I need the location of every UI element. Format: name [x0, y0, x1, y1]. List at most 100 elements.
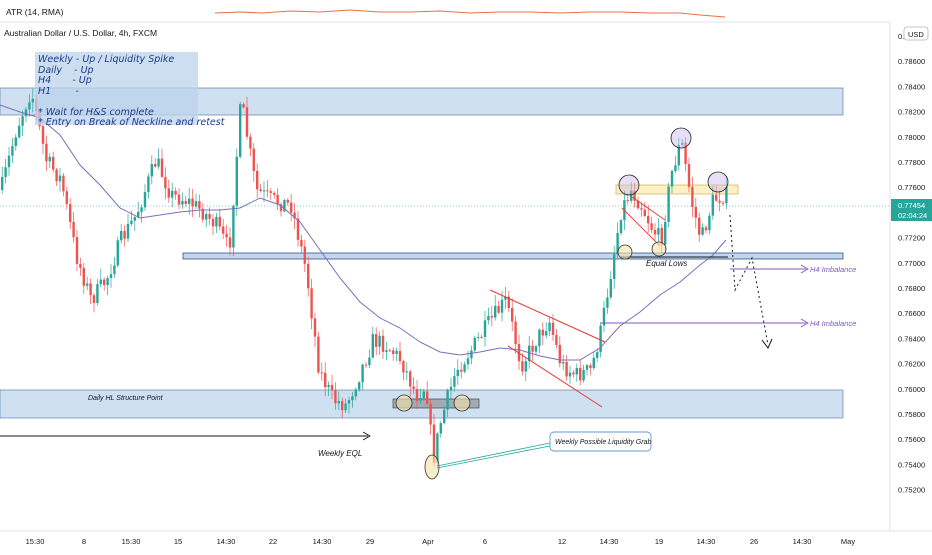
candle-body — [89, 283, 92, 296]
candle-body — [86, 283, 89, 286]
currency-button[interactable] — [903, 26, 929, 41]
candle-body — [715, 194, 718, 201]
candle-body — [429, 403, 432, 425]
candle-body — [211, 218, 215, 227]
equal-low-marker-1[interactable] — [617, 244, 633, 260]
time-tick-label: 8 — [82, 537, 86, 546]
candle-body — [320, 372, 323, 374]
candle-body — [99, 279, 102, 285]
price-tick-label: 0.77200 — [898, 234, 925, 243]
symbol-title[interactable]: Australian Dollar / U.S. Dollar, 4h, FXC… — [4, 28, 157, 38]
candle-body — [92, 295, 96, 304]
trade-plan-line: H4 - Up — [38, 75, 92, 86]
candle-body — [273, 192, 276, 195]
candle-body — [470, 350, 473, 359]
last-price-badge — [891, 199, 932, 221]
candle-body — [415, 388, 419, 401]
left-shoulder-marker[interactable] — [618, 174, 640, 196]
h4-imbalance-arrow-2 — [800, 318, 809, 328]
candle-body — [11, 145, 14, 156]
neckline-zone[interactable] — [182, 252, 844, 260]
eql-marker-1[interactable] — [395, 394, 413, 412]
candle-body — [402, 361, 405, 373]
candle-body — [711, 194, 714, 216]
candle-body — [69, 204, 72, 222]
candle-body — [589, 365, 592, 369]
time-tick-label: 14:30 — [697, 537, 716, 546]
eql-marker-2[interactable] — [453, 394, 471, 412]
candle-body — [75, 237, 79, 264]
candle-body — [579, 367, 582, 381]
trade-plan-line: Weekly - Up / Liquidity Spike — [38, 54, 175, 65]
candle-body — [239, 104, 242, 157]
candle-body — [687, 164, 691, 187]
candle-body — [361, 364, 364, 383]
candle-body — [371, 334, 374, 358]
liquidity-callout-box[interactable] — [549, 431, 652, 452]
trade-plan-note[interactable] — [35, 52, 198, 125]
candle-body — [225, 233, 228, 238]
time-tick-label: 14:30 — [600, 537, 619, 546]
candle-body — [296, 218, 300, 240]
candle-body — [650, 223, 653, 230]
candle-body — [303, 246, 306, 264]
candle-body — [205, 214, 208, 220]
candle-body — [504, 296, 507, 300]
eql-zone[interactable] — [392, 398, 480, 409]
candle-body — [657, 227, 660, 235]
candle-body — [643, 209, 646, 216]
candle-body — [514, 321, 517, 344]
price-tick-label: 0.76600 — [898, 309, 925, 318]
head-marker[interactable] — [670, 127, 692, 149]
candle-body — [619, 220, 623, 234]
atr-indicator-label[interactable]: ATR (14, RMA) — [6, 7, 64, 17]
price-axis[interactable] — [890, 22, 932, 531]
candle-body — [341, 401, 344, 411]
candle-body — [364, 364, 368, 366]
candle-body — [337, 401, 340, 404]
candle-body — [551, 322, 555, 335]
price-tick-label: 0.77800 — [898, 158, 925, 167]
equal-low-marker-2[interactable] — [651, 241, 667, 257]
candle-body — [228, 237, 232, 248]
candle-body — [103, 279, 106, 286]
candle-body — [446, 390, 449, 410]
candle-body — [245, 107, 249, 137]
price-tick-label: 0.76200 — [898, 360, 925, 369]
candle-body — [293, 212, 296, 219]
candle-body — [28, 102, 31, 110]
candle-body — [52, 156, 55, 170]
candle-body — [259, 189, 262, 192]
currency-label: USD — [908, 30, 924, 39]
candle-body — [511, 307, 514, 322]
shoulder-zone[interactable] — [615, 184, 739, 195]
candle-body — [674, 165, 677, 171]
daily-hl-zone[interactable] — [0, 389, 844, 419]
candle-body — [344, 403, 347, 411]
candle-body — [721, 202, 725, 204]
candle-body — [174, 190, 177, 195]
time-axis[interactable] — [0, 531, 932, 550]
candle-body — [558, 344, 561, 364]
candle-body — [184, 200, 187, 204]
time-tick-labels: 15:30 8 15:30 15 14:30 22 14:30 29 Apr 6 12 14:30 19… — [26, 537, 856, 546]
price-tick-label: 0.75800 — [898, 410, 925, 419]
candle-body — [691, 186, 694, 208]
candle-body — [630, 190, 633, 201]
candle-body — [157, 158, 160, 167]
candle-body — [113, 265, 116, 275]
candle-body — [358, 382, 361, 390]
candle-body — [222, 226, 225, 234]
candle-body — [613, 254, 616, 280]
candle-body — [480, 336, 483, 338]
candle-body — [531, 345, 534, 352]
right-shoulder-marker[interactable] — [707, 171, 729, 193]
liquidity-grab-marker[interactable] — [424, 454, 440, 480]
callout-line-1 — [436, 442, 551, 467]
candle-body — [704, 227, 708, 231]
candle-body — [568, 372, 572, 377]
candle-body — [310, 288, 313, 319]
candle-body — [453, 376, 456, 387]
candle-body — [585, 365, 589, 370]
